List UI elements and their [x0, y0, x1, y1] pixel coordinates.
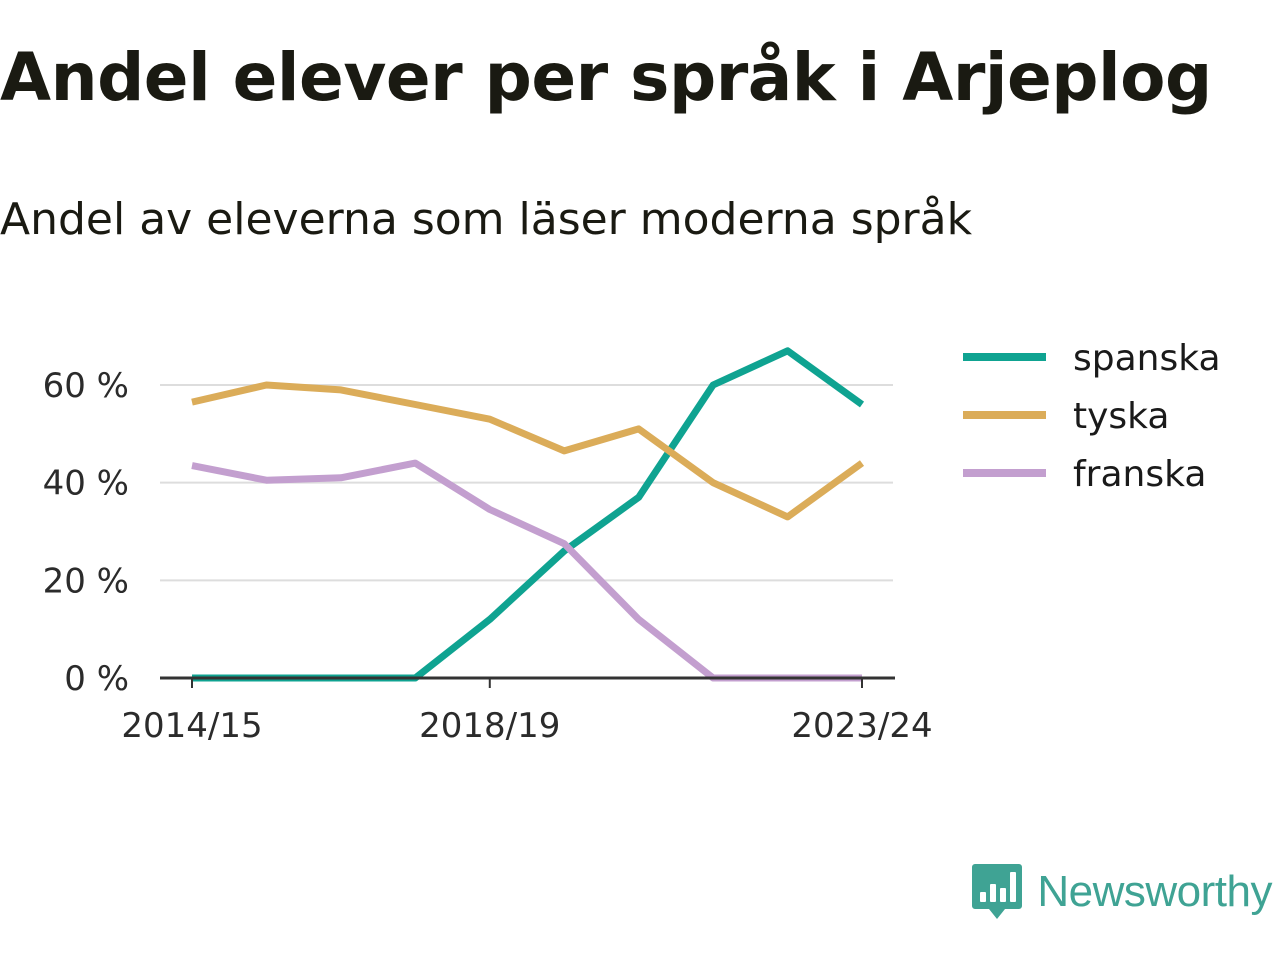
legend-label-tyska: tyska — [1073, 396, 1169, 437]
brand-name: Newsworthy — [1037, 867, 1272, 916]
y-tick-label: 40 % — [43, 464, 129, 504]
series-line-tyska — [191, 381, 865, 521]
legend-label-franska: franska — [1073, 454, 1206, 495]
newsworthy-logo-icon — [972, 864, 1023, 919]
series-lines — [191, 347, 865, 682]
brand: Newsworthy — [971, 862, 1272, 922]
chart-title: Andel elever per språk i Arjeplog — [0, 39, 1212, 116]
y-tick-label: 60 % — [43, 366, 129, 406]
x-axis: 2014/15 2018/19 2023/24 — [121, 676, 933, 746]
y-tick-label: 0 % — [64, 659, 129, 699]
series-line-franska — [191, 459, 862, 682]
y-axis-labels: 0 % 20 % 40 % 60 % — [43, 366, 129, 699]
legend-label-spanska: spanska — [1073, 338, 1221, 379]
x-tick-label: 2018/19 — [419, 706, 560, 746]
x-tick-label: 2023/24 — [791, 706, 932, 746]
x-tick-label: 2014/15 — [121, 706, 262, 746]
legend: spanska tyska franska — [963, 338, 1221, 495]
series-line-spanska — [192, 347, 865, 682]
chart-subtitle: Andel av eleverna som läser moderna språ… — [0, 194, 973, 245]
y-tick-label: 20 % — [43, 561, 129, 601]
